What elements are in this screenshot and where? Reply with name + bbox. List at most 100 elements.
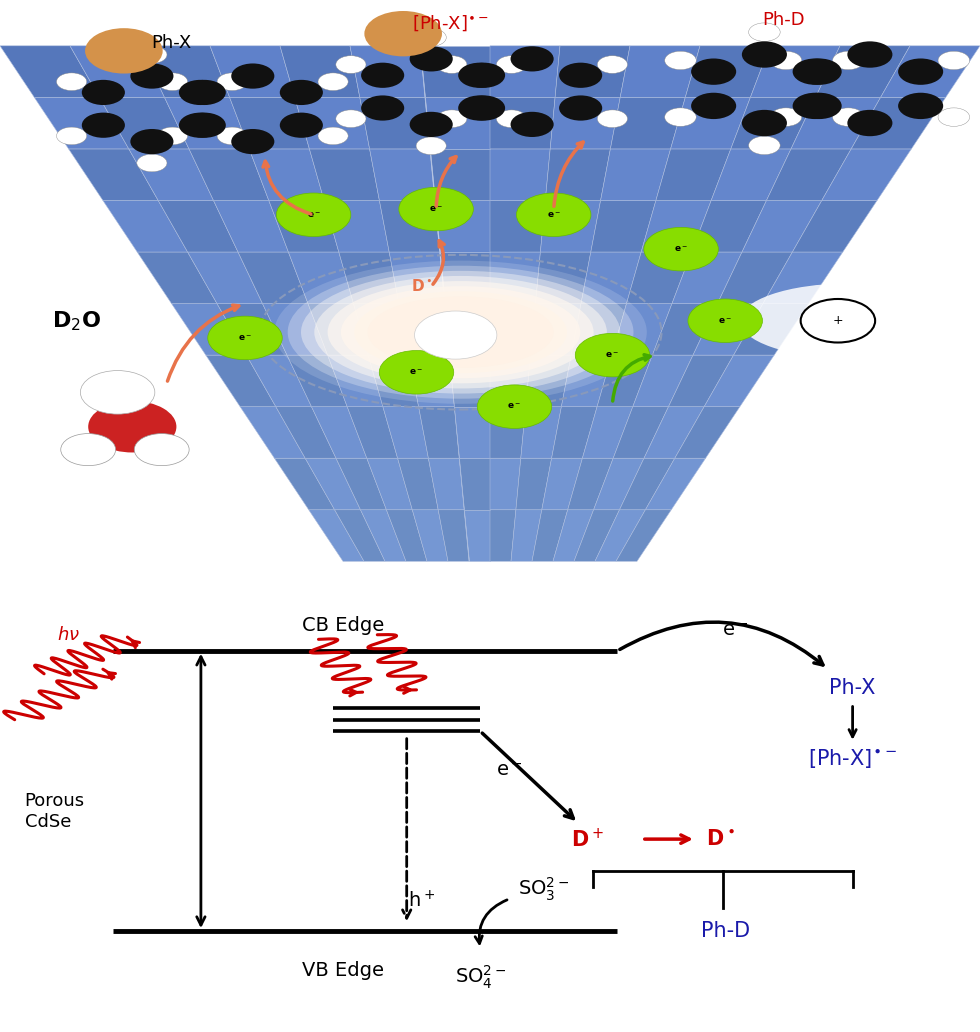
Circle shape [361,63,404,88]
Polygon shape [389,252,445,303]
Polygon shape [515,458,552,510]
Text: e$^-$: e$^-$ [508,401,521,412]
Polygon shape [555,45,630,97]
Text: VB Edge: VB Edge [302,961,384,979]
Polygon shape [793,200,877,252]
Circle shape [182,112,225,138]
Polygon shape [420,45,490,97]
Polygon shape [553,510,594,561]
Circle shape [158,127,187,144]
Circle shape [137,45,167,63]
Ellipse shape [368,296,554,368]
Polygon shape [399,303,450,355]
Polygon shape [425,97,490,149]
Polygon shape [238,252,308,303]
Circle shape [81,79,124,105]
Circle shape [898,59,943,85]
Circle shape [511,111,554,137]
Polygon shape [567,458,613,510]
Polygon shape [613,407,668,458]
Circle shape [318,127,348,144]
Polygon shape [409,355,455,407]
Circle shape [137,154,167,172]
Polygon shape [354,303,409,355]
Circle shape [749,23,780,41]
Polygon shape [350,45,425,97]
Polygon shape [692,200,766,252]
Circle shape [179,79,222,105]
Circle shape [158,73,187,91]
Polygon shape [705,355,774,407]
Circle shape [182,79,225,105]
Polygon shape [581,252,641,303]
Polygon shape [280,45,360,97]
Polygon shape [791,97,881,149]
Polygon shape [490,97,555,149]
Polygon shape [369,149,435,200]
Ellipse shape [341,286,580,378]
Polygon shape [766,149,852,200]
Polygon shape [70,45,165,97]
Circle shape [88,401,176,452]
Circle shape [597,56,627,73]
Circle shape [938,52,969,70]
Circle shape [898,93,943,119]
Circle shape [462,63,505,88]
Polygon shape [644,407,705,458]
Text: [Ph-X]$^{\bullet-}$: [Ph-X]$^{\bullet-}$ [808,747,897,770]
Polygon shape [206,355,275,407]
Polygon shape [398,458,438,510]
Polygon shape [275,407,336,458]
Circle shape [276,193,351,236]
Ellipse shape [301,270,620,393]
Polygon shape [815,45,910,97]
Polygon shape [597,355,653,407]
Text: D$^+$: D$^+$ [571,828,605,850]
Circle shape [361,95,404,121]
Circle shape [575,333,650,377]
Polygon shape [99,97,189,149]
Polygon shape [530,303,581,355]
Circle shape [801,299,875,343]
Polygon shape [535,252,591,303]
Polygon shape [693,303,763,355]
Polygon shape [490,200,545,252]
Circle shape [691,93,736,119]
Polygon shape [263,303,327,355]
Polygon shape [672,252,742,303]
Polygon shape [717,252,793,303]
Polygon shape [595,510,646,561]
Polygon shape [103,200,187,252]
Polygon shape [360,97,430,149]
Circle shape [497,110,526,128]
Circle shape [134,433,189,465]
Circle shape [797,59,842,85]
Text: e$^-$: e$^-$ [429,204,443,214]
Text: Porous
CdSe: Porous CdSe [24,793,84,831]
Ellipse shape [740,284,956,358]
Polygon shape [542,458,582,510]
Text: e$^-$: e$^-$ [307,209,320,220]
Ellipse shape [315,276,607,388]
Polygon shape [653,303,717,355]
Ellipse shape [274,261,647,404]
Ellipse shape [288,265,633,398]
Polygon shape [571,303,626,355]
Circle shape [81,112,124,138]
Polygon shape [440,252,490,303]
Circle shape [833,108,864,126]
Polygon shape [670,97,751,149]
Polygon shape [295,97,369,149]
Polygon shape [646,458,706,510]
Circle shape [833,52,864,70]
Polygon shape [288,252,354,303]
Circle shape [410,111,453,137]
Text: h$^+$: h$^+$ [408,891,435,911]
Circle shape [416,29,446,46]
Polygon shape [490,355,530,407]
Circle shape [597,110,627,128]
Circle shape [497,56,526,73]
Circle shape [664,108,696,126]
Text: Ph-X: Ph-X [829,678,876,698]
Polygon shape [214,200,288,252]
